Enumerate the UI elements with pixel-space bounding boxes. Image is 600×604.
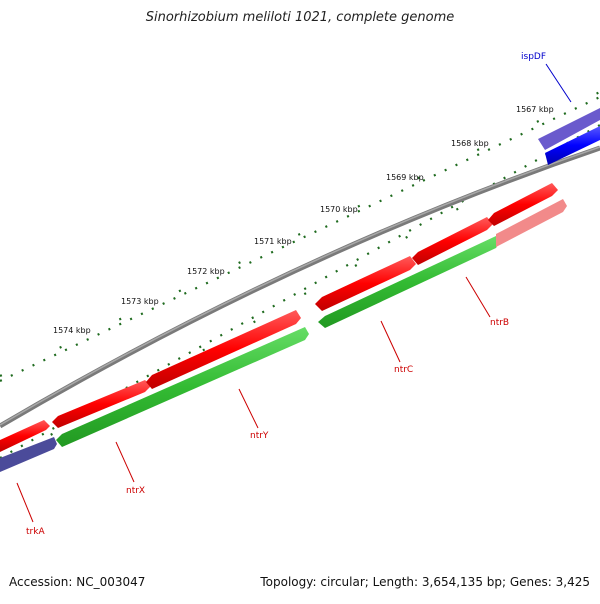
genome-backbone-highlight [0,146,600,426]
outer-minor-ticks [0,96,600,382]
gene-label-trkA[interactable]: trkA [26,527,45,537]
gene-arrow-ntrY[interactable] [318,236,500,328]
gene-label-ntrY[interactable]: ntrY [250,431,269,441]
gene-arrow-faded[interactable] [496,199,567,247]
scale-label-1569: 1569 kbp [386,173,424,182]
scale-label-1567: 1567 kbp [516,105,554,114]
forward-genes[interactable] [0,183,558,452]
gene-label-ntrX[interactable]: ntrX [126,486,145,496]
scale-label-1573: 1573 kbp [121,297,159,306]
gene-label-ntrC[interactable]: ntrC [394,365,413,375]
scale-label-1572: 1572 kbp [187,267,225,276]
gene-arrow-ntrX-red[interactable] [52,380,151,428]
gene-arrow-ispDF-purple[interactable] [538,108,600,150]
gene-label-connectors [16,276,491,523]
gene-arrow-ntrB-red[interactable] [412,217,493,265]
scale-label-1574: 1574 kbp [53,326,91,335]
gene-arrow-trkA-region[interactable] [0,420,50,452]
gene-arrow-end-red[interactable] [488,183,558,226]
scale-label-1568: 1568 kbp [451,139,489,148]
gene-label-ntrB[interactable]: ntrB [490,318,509,328]
gene-arrow-ntrX[interactable] [56,327,309,447]
scale-label-1570: 1570 kbp [320,205,358,214]
map-title: Sinorhizobium meliloti 1021, complete ge… [145,10,455,25]
scale-label-1571: 1571 kbp [254,237,292,246]
gene-arrow-ntrY-red[interactable] [146,310,301,389]
genome-backbone [0,145,600,429]
genome-summary-text: Topology: circular; Length: 3,654,135 bp… [260,575,590,589]
gene-arrow-trkA-purple[interactable] [0,437,57,472]
ispDF-connector [545,63,572,103]
outer-major-ticks [0,91,600,377]
accession-text: Accession: NC_003047 [9,575,146,589]
reverse-genes[interactable] [56,236,500,447]
gene-arrow-ntrC-red[interactable] [315,256,416,311]
gene-arrow-ispDF-blue[interactable] [545,126,600,165]
gene-label-ispDF[interactable]: ispDF [521,52,546,62]
